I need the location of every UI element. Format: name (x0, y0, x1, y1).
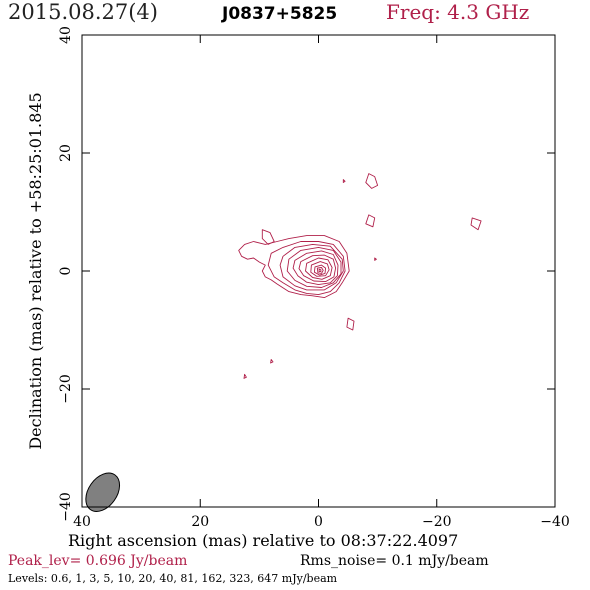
y-tick-label-0: −40 (58, 492, 74, 522)
x-tick-label-1: 20 (191, 514, 209, 530)
contour-8 (313, 264, 327, 276)
contour-group (238, 173, 482, 379)
rms-noise: Rms_noise= 0.1 mJy/beam (300, 553, 489, 569)
beam-ellipse (85, 472, 121, 512)
y-axis-label: Declination (mas) relative to +58:25:01.… (26, 92, 45, 449)
contour-3 (286, 246, 342, 288)
frequency-label: Freq: 4.3 GHz (386, 0, 530, 24)
x-tick-label-3: −20 (422, 514, 452, 530)
contour-7 (310, 261, 330, 277)
contour-19 (243, 373, 247, 379)
y-tick-label-1: −20 (58, 374, 74, 404)
contour-5 (298, 254, 337, 283)
x-tick-label-0: 40 (73, 514, 91, 530)
y-tick-label-3: 20 (58, 144, 74, 162)
contour-11 (261, 229, 275, 245)
source-name: J0837+5825 (222, 4, 338, 24)
y-tick-label-4: 40 (58, 26, 74, 44)
contour-12 (365, 173, 379, 189)
contour-13 (365, 214, 376, 228)
contour-6 (305, 257, 333, 280)
x-tick-label-2: 0 (314, 514, 323, 530)
contour-1 (267, 241, 346, 296)
plot-frame (81, 34, 556, 508)
contour-levels: Levels: 0.6, 1, 3, 5, 10, 20, 40, 81, 16… (8, 572, 338, 585)
contour-0 (238, 235, 350, 299)
x-tick-label-4: −40 (540, 514, 570, 530)
contour-2 (279, 243, 344, 291)
contour-15 (346, 317, 355, 331)
contour-10 (318, 268, 322, 273)
contour-4 (292, 250, 339, 286)
contour-17 (374, 257, 377, 261)
epoch-label: 2015.08.27(4) (8, 0, 158, 24)
tick-group: 40 20 0 −20 −40 −40 −20 0 20 40 (58, 26, 570, 530)
y-tick-label-2: 0 (58, 267, 74, 276)
x-axis-label: Right ascension (mas) relative to 08:37:… (68, 531, 459, 550)
peak-level: Peak_lev= 0.696 Jy/beam (8, 553, 188, 569)
contour-9 (316, 267, 324, 274)
contour-16 (342, 179, 346, 183)
contour-14 (470, 217, 482, 231)
contour-18 (270, 359, 274, 364)
